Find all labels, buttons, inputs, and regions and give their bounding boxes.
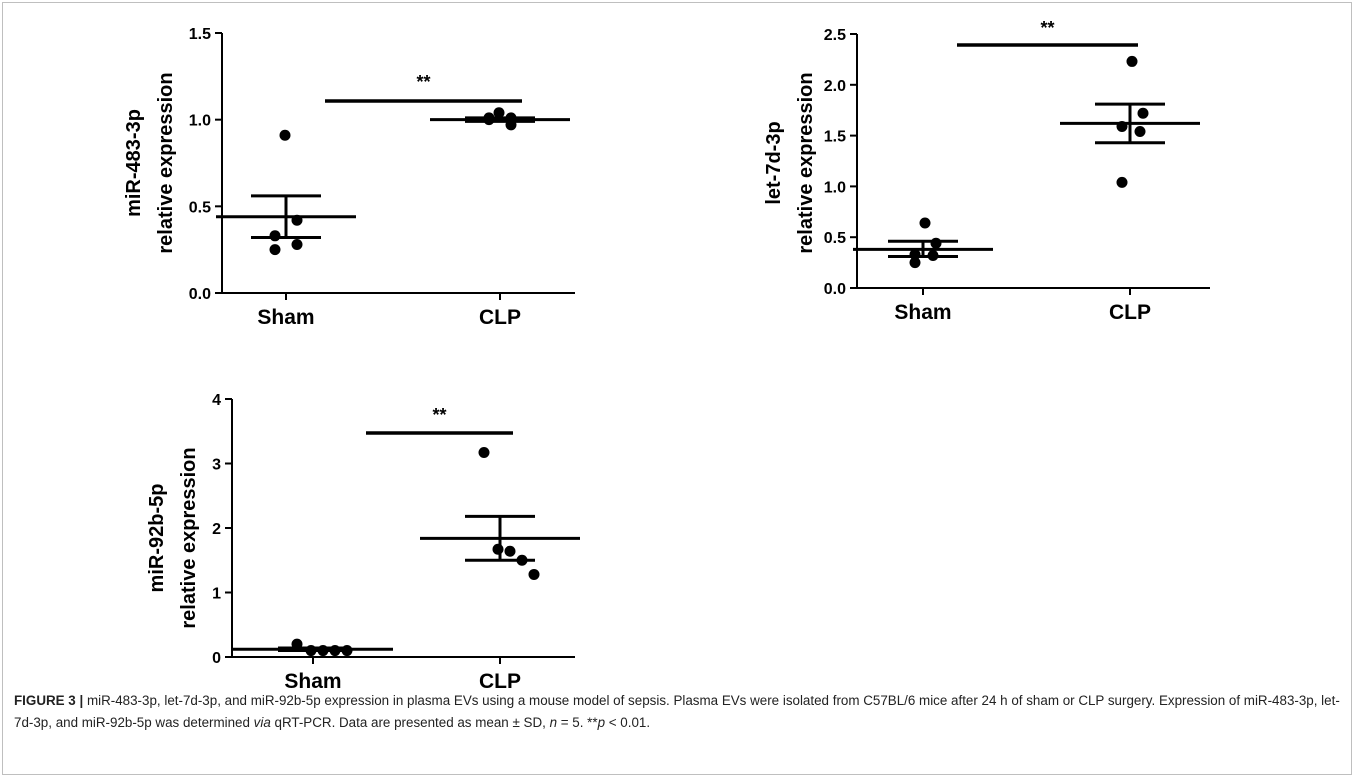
chart-mir-92b-5p-svg: 0 1 2 3 4 Sham CLP miR-92b-5p relative expressio… bbox=[146, 392, 580, 693]
data-point bbox=[1137, 107, 1149, 119]
data-point bbox=[528, 568, 540, 580]
y-tick-label: 1.5 bbox=[189, 26, 211, 43]
y-tick-label: 0.5 bbox=[189, 199, 211, 216]
chart-mir-92b-5p: 0 1 2 3 4 Sham CLP miR-92b-5p relative expressio… bbox=[0, 370, 620, 693]
x-tick-label: CLP bbox=[1109, 301, 1151, 324]
significance-label: ** bbox=[1040, 18, 1054, 38]
data-point bbox=[919, 217, 931, 229]
caption-text-4: < 0.01. bbox=[605, 715, 651, 730]
y-tick-label: 3 bbox=[212, 457, 221, 474]
y-axis-label-line: miR-92b-5p bbox=[146, 484, 168, 593]
data-point bbox=[291, 238, 303, 250]
significance-label: ** bbox=[416, 72, 430, 92]
y-tick-label: 0.5 bbox=[824, 230, 846, 247]
caption-label: FIGURE 3 | bbox=[14, 693, 84, 708]
data-point bbox=[269, 230, 281, 242]
data-point bbox=[493, 107, 505, 119]
caption-text-3: = 5. ** bbox=[557, 715, 598, 730]
y-tick-label: 2 bbox=[212, 521, 221, 538]
y-axis-label-line: relative expression bbox=[178, 447, 200, 628]
data-point bbox=[504, 545, 516, 557]
data-point bbox=[478, 447, 490, 459]
data-point bbox=[930, 237, 942, 249]
data-point bbox=[909, 257, 921, 269]
y-tick-label: 2.5 bbox=[824, 27, 846, 44]
caption-p: p bbox=[597, 715, 606, 730]
caption-via: via bbox=[253, 715, 271, 730]
caption-text-2: qRT-PCR. Data are presented as mean ± SD… bbox=[270, 715, 550, 730]
data-point bbox=[279, 129, 291, 141]
y-axis-label-line: relative expression bbox=[155, 72, 177, 253]
significance-label: ** bbox=[432, 405, 446, 425]
x-tick-label: Sham bbox=[284, 670, 341, 693]
x-tick-label: CLP bbox=[479, 670, 521, 693]
data-point bbox=[492, 543, 504, 555]
y-axis-label-line: miR-483-3p bbox=[123, 109, 145, 217]
y-tick-label: 1 bbox=[212, 586, 221, 603]
data-point bbox=[269, 244, 281, 256]
y-tick-label: 0.0 bbox=[824, 281, 846, 298]
y-tick-label: 1.5 bbox=[824, 129, 846, 146]
data-point bbox=[1134, 126, 1146, 138]
y-tick-label: 0 bbox=[212, 650, 221, 667]
y-axis-label-line: relative expression bbox=[795, 72, 817, 253]
chart-mir-483-3p-svg: 0.0 0.5 1.0 1.5 Sham CLP miR-483-3p relative ex… bbox=[123, 26, 575, 329]
caption-text-1: miR-483-3p, let-7d-3p, and miR-92b-5p ex… bbox=[14, 693, 1340, 730]
caption-n: n bbox=[549, 715, 558, 730]
y-tick-label: 2.0 bbox=[824, 78, 846, 95]
chart-mir-483-3p: 0.0 0.5 1.0 1.5 Sham CLP miR-483-3p relative ex… bbox=[0, 0, 620, 345]
data-point bbox=[1116, 176, 1128, 188]
y-tick-label: 1.0 bbox=[189, 113, 211, 130]
chart-let-7d-3p: 0.0 0.5 1.0 1.5 2.0 2.5 Sham CLP let-7d-3p relati… bbox=[700, 0, 1340, 345]
y-tick-label: 0.0 bbox=[189, 286, 211, 303]
x-tick-label: CLP bbox=[479, 306, 521, 329]
x-tick-label: Sham bbox=[257, 306, 314, 329]
y-tick-label: 4 bbox=[212, 392, 221, 409]
chart-let-7d-3p-svg: 0.0 0.5 1.0 1.5 2.0 2.5 Sham CLP let-7d-3p relati… bbox=[763, 18, 1210, 324]
data-point bbox=[1126, 55, 1138, 67]
y-axis-label-line: let-7d-3p bbox=[763, 121, 785, 204]
figure-caption: FIGURE 3 | miR-483-3p, let-7d-3p, and mi… bbox=[14, 690, 1342, 734]
y-tick-label: 1.0 bbox=[824, 179, 846, 196]
x-tick-label: Sham bbox=[894, 301, 951, 324]
